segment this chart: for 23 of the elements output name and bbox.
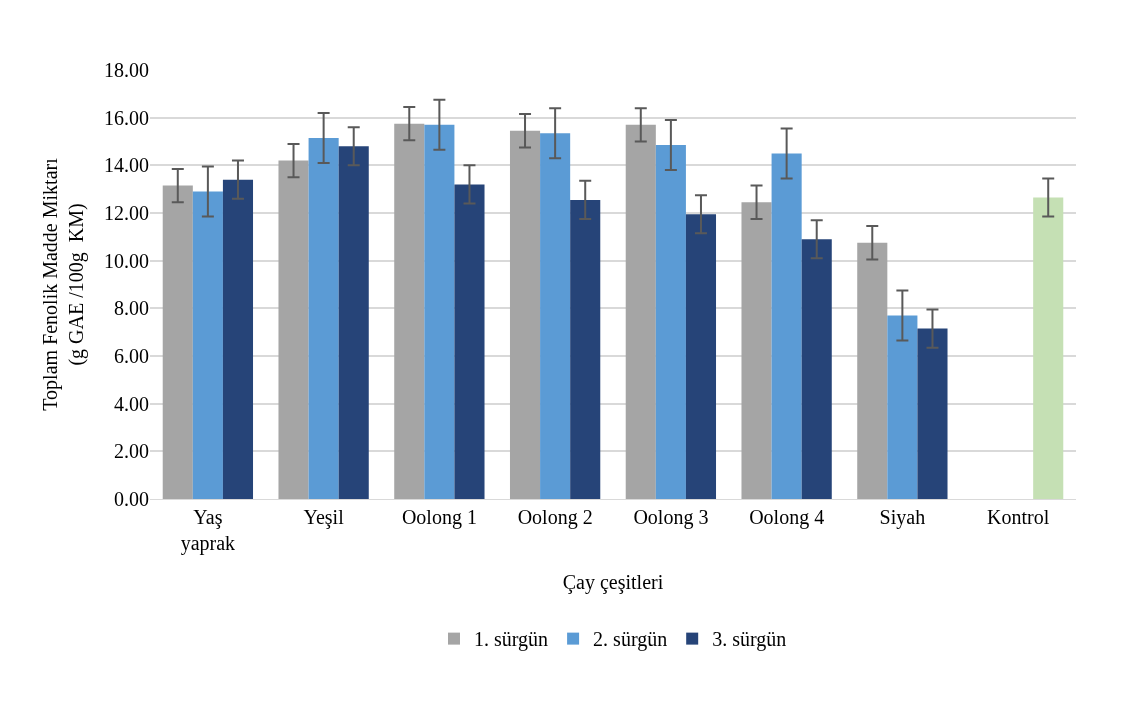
y-tick-label: 18.00 [104,59,149,81]
x-tick-label: Oolong 2 [517,506,593,529]
y-tick-label: 2.00 [114,440,149,463]
x-axis-title: Çay çeşitleri [562,570,664,594]
y-tick-label: 6.00 [114,345,149,367]
legend-label: 2. sürgün [593,628,668,652]
y-axis-title: Toplam Fenolik Madde Miktarı (g GAE /100g KM) [38,157,88,411]
x-tick-label: Yeşil [303,506,345,529]
y-tick-label: 0.00 [114,488,149,510]
y-tick-label: 16.00 [104,106,149,129]
x-tick-label: Oolong 4 [749,506,825,529]
x-tick-label: Yaş yaprak [180,506,236,555]
x-tick-label: Siyah [879,506,926,529]
y-tick-label: 14.00 [104,154,149,177]
legend-label: 1. sürgün [474,628,549,652]
y-tick-label: 4.00 [114,392,149,415]
y-tick-label: 8.00 [114,297,149,320]
y-tick-label: 12.00 [104,202,149,224]
x-tick-label: Kontrol [987,506,1050,528]
legend-label: 3. sürgün [712,628,787,652]
x-tick-label: Oolong 3 [633,506,709,529]
y-tick-label: 10.00 [104,249,149,272]
x-tick-label: Oolong 1 [401,506,477,529]
